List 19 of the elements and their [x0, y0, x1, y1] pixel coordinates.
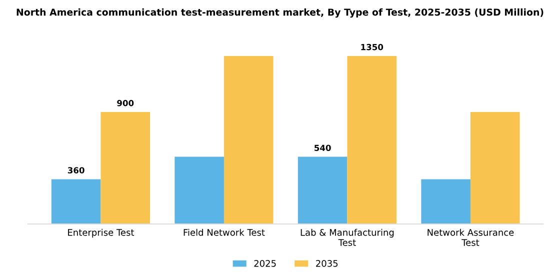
bar [100, 112, 150, 224]
legend-label: 2025 [254, 260, 276, 267]
data-label: 540 [314, 144, 331, 152]
x-tick-label: Lab & Manufacturing Test [300, 228, 394, 246]
data-label: 1350 [361, 44, 384, 50]
data-label: 360 [68, 167, 84, 174]
bar [347, 56, 397, 224]
bar [174, 156, 224, 224]
chart-title: North America communication test-measurement market, By Type of Test, 2025-2035 (USD Million) [16, 8, 544, 18]
data-label: 900 [117, 100, 134, 106]
x-tick-label: Field Network Test [184, 228, 265, 236]
bar [421, 179, 470, 224]
bar [224, 56, 274, 224]
legend-label: 2035 [316, 260, 338, 267]
bar [470, 112, 520, 224]
bar [298, 156, 348, 224]
bar [51, 179, 101, 224]
x-tick-label: Network Assurance Test [428, 228, 514, 246]
x-tick-label: Enterprise Test [68, 228, 134, 238]
